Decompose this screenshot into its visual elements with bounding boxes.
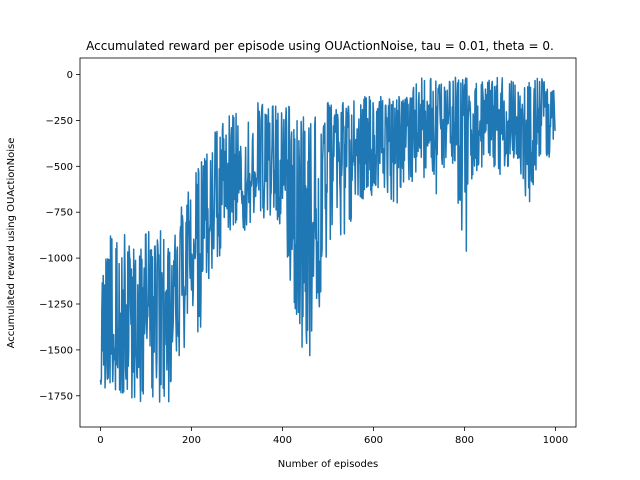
y-tick-label: −250 — [46, 116, 73, 127]
y-tick-label: −1750 — [39, 391, 73, 402]
x-tick-label: 1000 — [543, 435, 568, 446]
y-tick-label: −1500 — [39, 345, 73, 356]
y-tick-label: −1000 — [39, 254, 73, 265]
y-tick-label: −1250 — [39, 300, 73, 311]
y-tick-label: 0 — [67, 70, 73, 81]
x-tick-label: 200 — [182, 435, 201, 446]
series-line — [99, 76, 556, 403]
y-axis-label: Accumulated reward using OUActionNoise — [6, 138, 17, 349]
x-tick-label: 0 — [97, 435, 103, 446]
plot-area — [99, 76, 556, 403]
axes — [79, 57, 577, 428]
x-tick-label: 400 — [273, 435, 292, 446]
chart-title: Accumulated reward per episode using OUA… — [86, 39, 554, 53]
x-tick-label: 600 — [364, 435, 383, 446]
axes-frame — [79, 57, 577, 428]
y-tick-label: −500 — [46, 162, 73, 173]
x-tick-label: 800 — [455, 435, 474, 446]
x-axis-label: Number of episodes — [278, 459, 378, 470]
y-tick-label: −750 — [46, 208, 73, 219]
ticks: 0 200 400 600 800 1000 0 −250 −500 −750 −1000 −1250… — [39, 70, 568, 446]
